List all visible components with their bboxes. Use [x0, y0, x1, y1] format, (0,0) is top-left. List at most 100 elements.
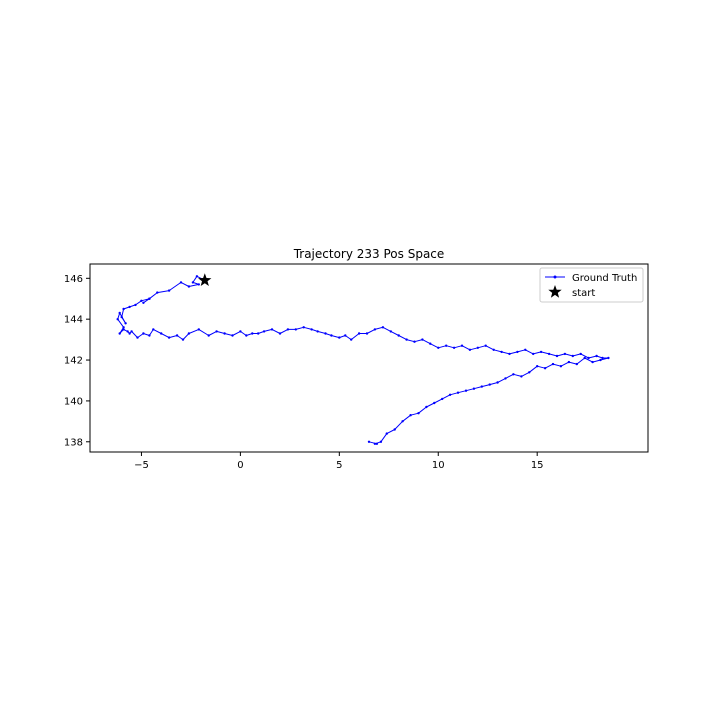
ground-truth-point	[579, 352, 582, 356]
x-tick-label: 5	[336, 460, 342, 471]
ground-truth-point	[429, 342, 432, 345]
ground-truth-point	[330, 334, 333, 337]
ground-truth-point	[128, 305, 131, 309]
ground-truth-point	[197, 328, 200, 331]
ground-truth-point	[484, 344, 487, 347]
ground-truth-point	[350, 338, 353, 341]
ground-truth-point	[231, 334, 234, 337]
y-tick-label: 146	[64, 274, 83, 285]
ground-truth-point	[464, 389, 468, 392]
ground-truth-point	[575, 362, 578, 366]
ground-truth-point	[365, 332, 369, 335]
ground-truth-point	[524, 348, 527, 351]
ground-truth-point	[472, 387, 476, 390]
legend-label-ground-truth: Ground Truth	[572, 273, 637, 284]
ground-truth-point	[373, 328, 377, 331]
ground-truth-point	[599, 358, 602, 362]
ground-truth-point	[425, 405, 428, 409]
y-tick-label: 142	[64, 356, 83, 367]
ground-truth-point	[122, 326, 125, 329]
start-marker-star	[198, 273, 212, 286]
ground-truth-point	[543, 367, 547, 370]
ground-truth-point	[344, 334, 347, 337]
ground-truth-point	[441, 397, 444, 401]
ground-truth-point	[413, 340, 416, 343]
ground-truth-point	[421, 338, 424, 341]
ground-truth-point	[528, 371, 531, 374]
ground-truth-point	[508, 352, 511, 356]
ground-truth-point	[389, 330, 392, 333]
ground-truth-point	[595, 354, 598, 358]
ground-truth-point	[357, 332, 361, 335]
x-tick-label: 15	[531, 460, 544, 471]
ground-truth-point	[181, 338, 185, 341]
ground-truth-point	[156, 291, 159, 294]
ground-truth-point	[116, 318, 119, 321]
axes-frame	[89, 263, 649, 453]
ground-truth-point	[160, 332, 163, 335]
ground-truth-point	[128, 332, 131, 335]
ground-truth-point	[601, 356, 604, 360]
chart-title: Trajectory 233 Pos Space	[293, 247, 445, 261]
ground-truth-point	[373, 442, 377, 445]
ground-truth-point	[520, 375, 523, 378]
ground-truth-point	[286, 328, 290, 331]
ground-truth-point	[142, 301, 145, 304]
ground-truth-point	[393, 428, 396, 431]
y-tick-label: 140	[64, 396, 83, 407]
ground-truth-point	[567, 360, 571, 364]
ground-truth-point	[310, 328, 313, 331]
ground-truth-point	[381, 326, 385, 329]
ground-truth-point	[142, 332, 145, 335]
ground-truth-point	[591, 360, 594, 364]
ground-truth-point	[191, 281, 195, 284]
ground-truth-point	[148, 334, 151, 337]
ground-truth-point	[294, 328, 297, 331]
ground-truth-point	[563, 352, 567, 356]
ground-truth-point	[270, 328, 274, 331]
ground-truth-point	[536, 365, 539, 368]
ground-truth-point	[278, 332, 282, 335]
ground-truth-point	[385, 432, 388, 435]
x-tick-label: 10	[432, 460, 445, 471]
ground-truth-point	[460, 344, 464, 347]
ground-truth-point	[245, 334, 248, 337]
ground-truth-point	[500, 350, 503, 354]
x-tick-label: −5	[134, 460, 149, 471]
ground-truth-point	[480, 385, 483, 388]
ground-truth-point	[433, 401, 436, 405]
ground-truth-point	[152, 328, 155, 331]
ground-truth-point	[551, 362, 555, 366]
legend-label-start: start	[572, 288, 595, 299]
ground-truth-point	[488, 383, 491, 386]
ground-truth-point	[197, 283, 200, 286]
ground-truth-point	[124, 322, 127, 325]
ground-truth-point	[257, 332, 260, 335]
ground-truth-point	[417, 412, 420, 415]
ground-truth-point	[445, 344, 448, 347]
ground-truth-point	[130, 330, 133, 333]
ground-truth-point	[122, 328, 125, 331]
plot-area	[116, 273, 610, 445]
ground-truth-point	[251, 332, 254, 335]
ground-truth-point	[452, 346, 456, 349]
ground-truth-point	[468, 348, 472, 351]
ground-truth-point	[496, 381, 499, 384]
ground-truth-point	[338, 336, 341, 339]
legend: Ground Truth start	[539, 267, 644, 303]
ground-truth-point	[118, 332, 121, 335]
ground-truth-point	[583, 356, 586, 360]
ground-truth-point	[126, 330, 129, 333]
ground-truth-point	[448, 393, 452, 396]
ground-truth-point	[175, 334, 179, 337]
ground-truth-point	[397, 334, 400, 337]
ground-truth-point	[539, 350, 543, 354]
ground-truth-point	[262, 330, 266, 333]
ground-truth-point	[532, 352, 535, 356]
ground-truth-point	[587, 356, 590, 360]
ground-truth-point	[167, 289, 171, 292]
y-tick-label: 138	[64, 437, 83, 448]
ground-truth-point	[316, 330, 319, 333]
